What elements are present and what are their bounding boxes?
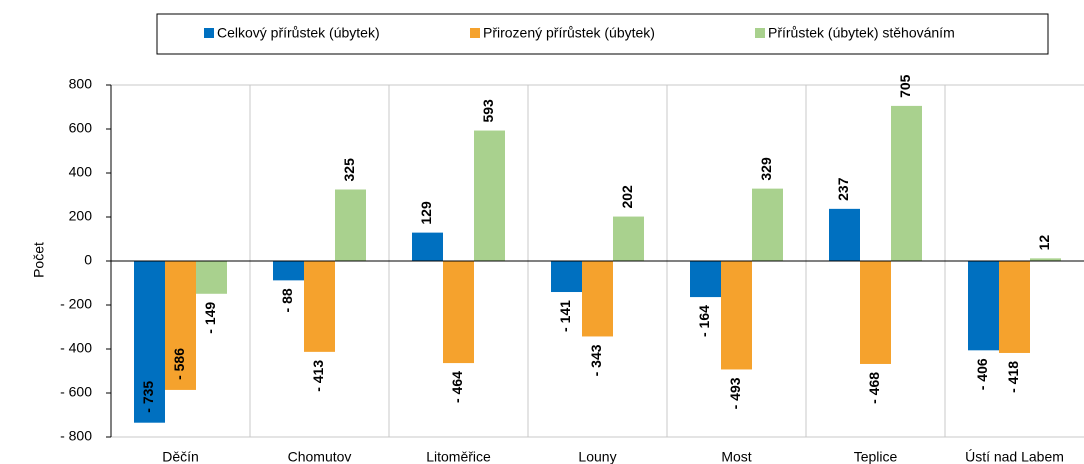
value-label: - 735	[140, 381, 156, 413]
value-label: - 406	[974, 358, 990, 390]
legend-swatch	[755, 28, 765, 38]
value-label: - 343	[588, 344, 604, 376]
value-label: 202	[619, 185, 635, 209]
value-label: - 164	[696, 305, 712, 337]
bar	[999, 261, 1030, 353]
value-label: 237	[835, 177, 851, 201]
bar	[968, 261, 999, 351]
value-label: 12	[1036, 235, 1052, 251]
value-label: - 586	[171, 348, 187, 380]
bar	[196, 261, 227, 294]
value-label: 705	[897, 74, 913, 98]
legend-label: Přirozený přírůstek (úbytek)	[483, 25, 655, 41]
y-tick-label: - 600	[60, 384, 92, 400]
y-tick-label: 200	[69, 208, 93, 224]
bar	[335, 189, 366, 261]
bar	[1030, 258, 1061, 261]
y-tick-label: - 800	[60, 428, 92, 444]
bar	[752, 188, 783, 261]
x-tick-label: Louny	[578, 449, 616, 464]
bar	[273, 261, 304, 281]
value-label: - 418	[1005, 361, 1021, 393]
y-tick-label: - 400	[60, 340, 92, 356]
bar	[829, 208, 860, 261]
y-tick-label: 800	[69, 76, 93, 92]
value-label: - 88	[279, 288, 295, 312]
bar	[304, 261, 335, 352]
value-label: 593	[480, 99, 496, 123]
bar	[721, 261, 752, 370]
bar	[412, 232, 443, 261]
y-axis-title: Počet	[31, 242, 47, 278]
value-label: 329	[758, 157, 774, 181]
y-tick-label: 600	[69, 120, 93, 136]
legend-swatch	[470, 28, 480, 38]
bar	[551, 261, 582, 293]
bar	[891, 105, 922, 262]
value-label: - 468	[866, 372, 882, 404]
bar	[613, 216, 644, 261]
bar	[134, 261, 165, 423]
y-tick-label: - 200	[60, 296, 92, 312]
bar	[690, 261, 721, 298]
value-label: - 413	[310, 360, 326, 392]
x-tick-label: Ústí nad Labem	[965, 449, 1064, 464]
legend-swatch	[204, 28, 214, 38]
bar	[860, 261, 891, 364]
bar	[474, 130, 505, 261]
x-tick-label: Chomutov	[288, 449, 352, 464]
bar	[443, 261, 474, 364]
y-tick-label: 400	[69, 164, 93, 180]
value-label: 129	[418, 201, 434, 225]
value-label: 325	[341, 158, 357, 182]
legend-label: Přírůstek (úbytek) stěhováním	[768, 25, 955, 41]
value-label: - 149	[202, 302, 218, 334]
value-label: - 464	[449, 371, 465, 403]
value-label: - 493	[727, 377, 743, 409]
x-tick-label: Děčín	[162, 449, 199, 464]
legend-label: Celkový přírůstek (úbytek)	[217, 25, 380, 41]
legend-box	[156, 13, 1049, 55]
x-tick-label: Teplice	[854, 449, 898, 464]
bar	[582, 261, 613, 337]
x-tick-label: Most	[721, 449, 751, 464]
y-tick-label: 0	[84, 252, 92, 268]
bar	[165, 261, 196, 390]
value-label: - 141	[557, 300, 573, 332]
x-tick-label: Litoměřice	[426, 449, 491, 464]
